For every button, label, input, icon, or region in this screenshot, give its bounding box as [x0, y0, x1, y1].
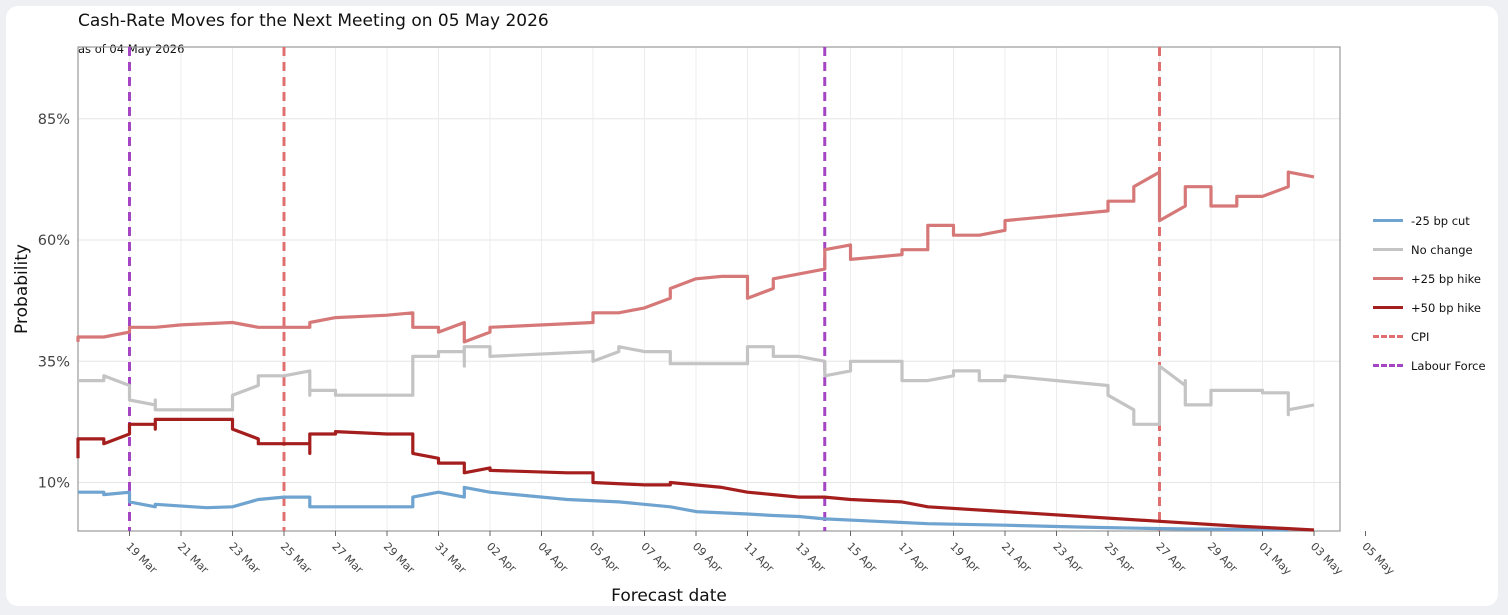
event-lines — [128, 47, 1161, 531]
legend-label: -25 bp cut — [1411, 213, 1470, 228]
series-line--25-bp-cut — [78, 485, 1289, 532]
series-line--50-bp-hike — [76, 417, 1315, 532]
legend-swatch — [1373, 277, 1403, 280]
y-tick-label: 35% — [38, 354, 70, 370]
legend-label: +50 bp hike — [1411, 300, 1481, 315]
x-tick-label: 29 Mar — [381, 540, 418, 577]
x-tick-label: 03 May — [1308, 540, 1346, 578]
x-tick-label: 11 Apr — [741, 540, 776, 575]
x-tick-label: 13 Apr — [793, 540, 828, 575]
x-tick-label: 15 Apr — [844, 540, 879, 575]
chart-title: Cash-Rate Moves for the Next Meeting on … — [78, 11, 549, 31]
legend-label: No change — [1411, 242, 1473, 257]
x-tick-label: 21 Apr — [999, 540, 1034, 575]
y-tick-label: 10% — [38, 476, 70, 492]
x-tick-label: 17 Apr — [896, 540, 931, 575]
x-tick-label: 23 Apr — [1050, 540, 1085, 575]
x-tick-label: 07 Apr — [638, 540, 673, 575]
x-tick-label: 01 May — [1256, 540, 1294, 578]
x-tick-label: 25 Apr — [1102, 540, 1137, 575]
legend-swatch — [1373, 335, 1403, 338]
legend-item: +25 bp hike — [1373, 264, 1486, 293]
legend-swatch — [1373, 306, 1403, 309]
x-tick-label: 29 Apr — [1205, 540, 1240, 575]
x-tick-label: 27 Apr — [1153, 540, 1188, 575]
grid — [78, 47, 1340, 531]
legend-item: No change — [1373, 235, 1486, 264]
plot-area — [77, 46, 1341, 532]
legend-swatch — [1373, 364, 1403, 367]
x-tick-label: 02 Apr — [484, 540, 519, 575]
chart-subtitle: as of 04 May 2026 — [78, 42, 185, 56]
legend-label: Labour Force — [1411, 358, 1486, 373]
x-tick-label: 04 Apr — [535, 540, 570, 575]
y-tick-label: 60% — [38, 233, 70, 249]
x-tick-label: 25 Mar — [278, 540, 315, 577]
legend-item: CPI — [1373, 322, 1486, 351]
chart-card — [6, 6, 1498, 606]
x-tick-label: 19 Apr — [947, 540, 982, 575]
legend-swatch — [1373, 248, 1403, 251]
legend-item: Labour Force — [1373, 351, 1486, 380]
x-tick-label: 21 Mar — [175, 540, 212, 577]
x-tick-label: 23 Mar — [226, 540, 263, 577]
series-line-no-change — [78, 345, 1315, 426]
y-axis-label: Probability — [12, 244, 32, 334]
legend: -25 bp cut No change +25 bp hike +50 bp hik… — [1373, 206, 1486, 380]
legend-item: +50 bp hike — [1373, 293, 1486, 322]
x-tick-label: 19 Mar — [123, 540, 160, 577]
series-lines — [76, 170, 1315, 532]
series-line--25-bp-hike — [76, 170, 1315, 344]
legend-label: CPI — [1411, 329, 1430, 344]
x-axis-label: Forecast date — [611, 586, 727, 606]
x-tick-label: 27 Mar — [329, 540, 366, 577]
legend-item: -25 bp cut — [1373, 206, 1486, 235]
x-tick-label: 05 Apr — [587, 540, 622, 575]
y-tick-label: 85% — [38, 112, 70, 128]
legend-swatch — [1373, 219, 1403, 222]
x-tick-label: 05 May — [1359, 540, 1397, 578]
x-tick-label: 09 Apr — [690, 540, 725, 575]
axes: 10% 35% 60% 85% 19 Mar 21 Mar 23 Mar 25 Mar 27 M… — [38, 112, 1398, 578]
legend-label: +25 bp hike — [1411, 271, 1481, 286]
x-tick-label: 31 Mar — [432, 540, 469, 577]
